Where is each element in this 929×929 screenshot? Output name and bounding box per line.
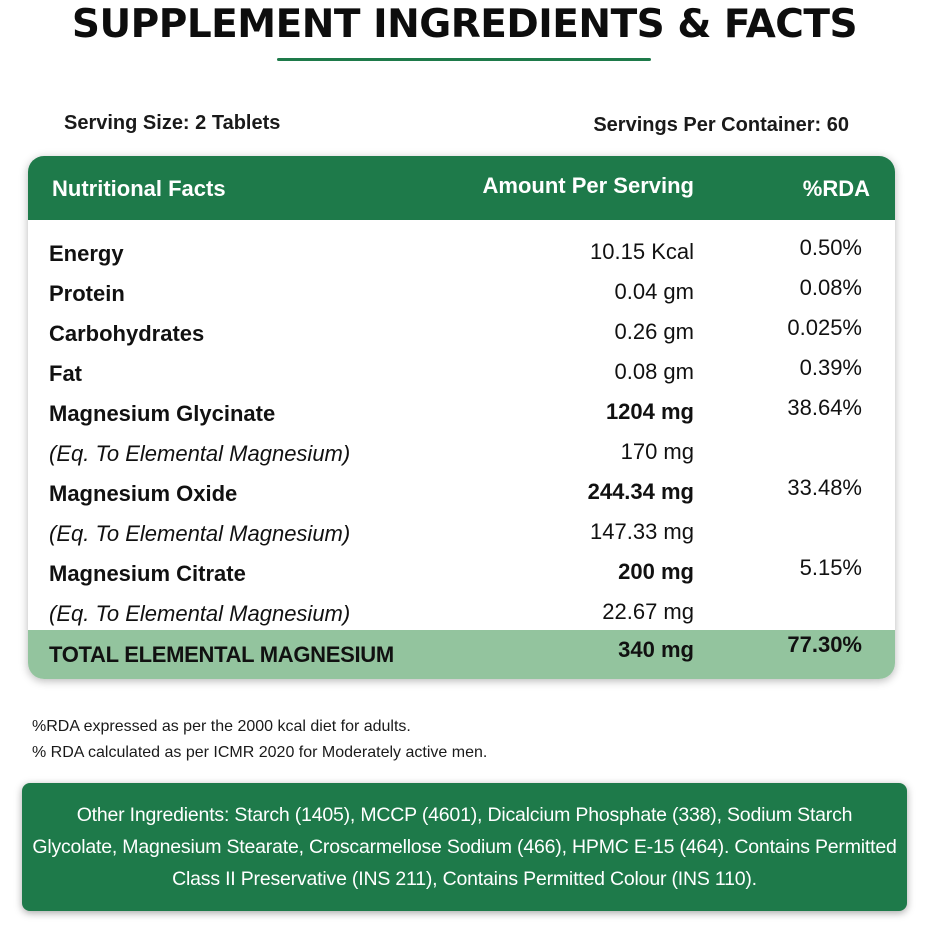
rda-note-diet: %RDA expressed as per the 2000 kcal diet… xyxy=(32,718,411,735)
row-amount: 147.33 mg xyxy=(590,519,694,544)
row-name: Protein xyxy=(49,281,125,306)
row-amount: 244.34 mg xyxy=(587,479,694,504)
total-name: TOTAL ELEMENTAL MAGNESIUM xyxy=(49,642,394,667)
table-row: Magnesium Oxide 244.34 mg 33.48% xyxy=(28,475,895,515)
other-ingredients-box: Other Ingredients: Starch (1405), MCCP (… xyxy=(22,783,907,911)
row-name: (Eq. To Elemental Magnesium) xyxy=(49,521,351,546)
table-row: (Eq. To Elemental Magnesium) 22.67 mg xyxy=(28,595,895,635)
row-amount: 0.26 gm xyxy=(614,319,695,344)
row-amount: 0.04 gm xyxy=(614,279,695,304)
row-name: Carbohydrates xyxy=(49,321,205,346)
table-row: Magnesium Citrate 200 mg 5.15% xyxy=(28,555,895,595)
header-nutritional-facts: Nutritional Facts xyxy=(52,176,226,201)
row-name: Magnesium Citrate xyxy=(49,561,246,586)
row-amount: 170 mg xyxy=(620,439,694,464)
row-name: Magnesium Oxide xyxy=(49,481,238,506)
row-name: (Eq. To Elemental Magnesium) xyxy=(49,601,351,626)
row-name: Fat xyxy=(49,361,82,386)
rda-note-icmr: % RDA calculated as per ICMR 2020 for Mo… xyxy=(32,744,488,761)
servings-per-container: Servings Per Container: 60 xyxy=(593,114,849,136)
table-row: Fat 0.08 gm 0.39% xyxy=(28,355,895,395)
row-rda: 33.48% xyxy=(787,475,862,500)
row-amount: 22.67 mg xyxy=(602,599,694,624)
page-title: SUPPLEMENT INGREDIENTS & FACTS xyxy=(71,2,858,47)
row-rda: 0.39% xyxy=(799,355,862,380)
row-name: Magnesium Glycinate xyxy=(49,401,276,426)
total-amount: 340 mg xyxy=(618,637,694,662)
row-rda: 5.15% xyxy=(799,555,862,580)
row-amount: 0.08 gm xyxy=(614,359,695,384)
table-row: Protein 0.04 gm 0.08% xyxy=(28,275,895,315)
table-row: Energy 10.15 Kcal 0.50% xyxy=(28,235,895,275)
total-elemental-magnesium-row: TOTAL ELEMENTAL MAGNESIUM 340 mg 77.30% xyxy=(28,630,895,679)
row-rda: 0.025% xyxy=(787,315,862,340)
row-rda: 38.64% xyxy=(787,395,862,420)
total-rda: 77.30% xyxy=(787,632,862,657)
table-row: Magnesium Glycinate 1204 mg 38.64% xyxy=(28,395,895,435)
serving-size: Serving Size: 2 Tablets xyxy=(64,112,281,134)
row-amount: 10.15 Kcal xyxy=(590,239,694,264)
table-row: (Eq. To Elemental Magnesium) 170 mg xyxy=(28,435,895,475)
table-header: Nutritional Facts Amount Per Serving %RD… xyxy=(28,156,895,220)
row-name: Energy xyxy=(49,241,124,266)
table-row: (Eq. To Elemental Magnesium) 147.33 mg xyxy=(28,515,895,555)
table-row: Carbohydrates 0.26 gm 0.025% xyxy=(28,315,895,355)
header-amount-per-serving: Amount Per Serving xyxy=(482,173,694,198)
row-rda: 0.50% xyxy=(799,235,862,260)
header-rda: %RDA xyxy=(802,176,870,201)
title-underline xyxy=(277,58,651,61)
row-rda: 0.08% xyxy=(799,275,862,300)
row-name: (Eq. To Elemental Magnesium) xyxy=(49,441,351,466)
row-amount: 1204 mg xyxy=(605,399,694,424)
row-amount: 200 mg xyxy=(618,559,694,584)
nutrition-facts-table: Nutritional Facts Amount Per Serving %RD… xyxy=(28,156,895,679)
